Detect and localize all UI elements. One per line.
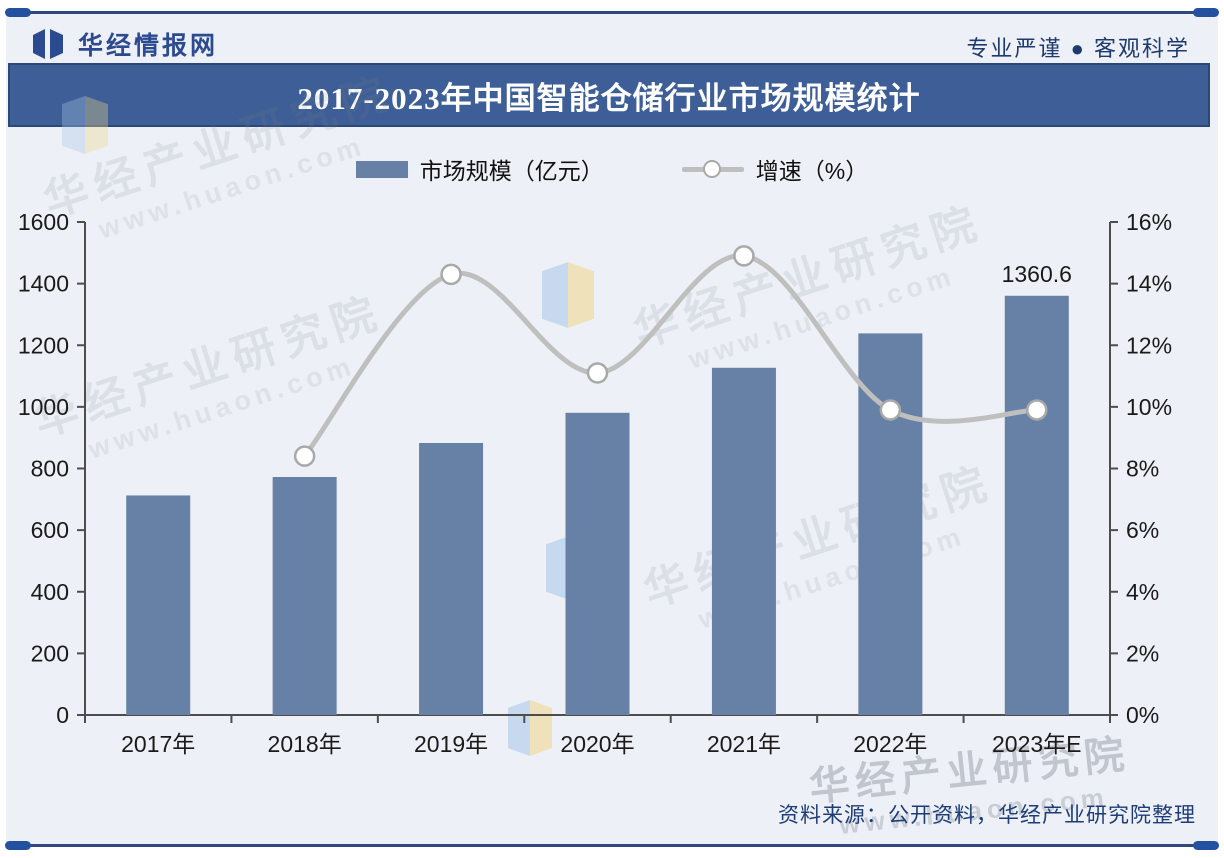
growth-line bbox=[302, 253, 1040, 459]
bar-2021年 bbox=[711, 367, 776, 715]
top-divider-left-cap bbox=[5, 8, 31, 17]
x-axis-category-label: 2020年 bbox=[560, 731, 634, 757]
bar-2023年E bbox=[1004, 295, 1069, 715]
growth-marker bbox=[1026, 399, 1048, 421]
x-axis-category-label: 2021年 bbox=[707, 731, 781, 757]
right-axis-tick-label: 16% bbox=[1126, 209, 1172, 235]
brand-name: 华经情报网 bbox=[78, 32, 219, 60]
left-axis-tick-label: 1400 bbox=[18, 271, 69, 297]
left-axis-tick-label: 1600 bbox=[18, 209, 69, 235]
growth-marker bbox=[879, 399, 902, 421]
source-note: 资料来源：公开资料，华经产业研究院整理 bbox=[778, 804, 1196, 827]
growth-marker bbox=[586, 362, 609, 384]
right-axis-tick-label: 14% bbox=[1126, 271, 1172, 297]
left-axis-tick-label: 0 bbox=[56, 702, 69, 728]
x-axis-category-label: 2017年 bbox=[121, 731, 195, 757]
left-axis-tick-label: 200 bbox=[31, 640, 69, 666]
top-divider bbox=[8, 11, 1216, 14]
bar-2020年 bbox=[565, 412, 630, 715]
x-axis-category-label: 2018年 bbox=[268, 731, 342, 757]
growth-marker bbox=[440, 263, 462, 286]
legend-item-market-size: 市场规模（亿元） bbox=[355, 152, 604, 186]
bar-series-label: 市场规模（亿元） bbox=[419, 158, 604, 184]
x-axis-category-label: 2023年E bbox=[992, 731, 1082, 757]
left-axis-tick-label: 800 bbox=[31, 456, 69, 482]
x-axis-category-label: 2022年 bbox=[853, 731, 927, 757]
page-title: 2017-2023年中国智能仓储行业市场规模统计 bbox=[297, 80, 921, 116]
combo-chart-canvas: 0 200 400 600 800 1000 1200 1400 1600 0% 2% 4% 6% 8% 1… bbox=[18, 209, 1172, 757]
x-axis-category-label: 2019年 bbox=[414, 731, 488, 757]
growth-marker bbox=[733, 245, 755, 267]
title-bar: 2017-2023年中国智能仓储行业市场规模统计 bbox=[8, 63, 1210, 127]
growth-marker bbox=[293, 445, 316, 467]
left-axis-tick-label: 1000 bbox=[18, 394, 69, 420]
bottom-divider-right-cap bbox=[1193, 841, 1219, 850]
legend-item-growth: 增速（%） bbox=[681, 152, 869, 186]
right-axis-tick-label: 0% bbox=[1126, 702, 1159, 728]
left-axis-tick-label: 600 bbox=[31, 517, 69, 543]
bottom-divider bbox=[8, 844, 1216, 847]
left-axis-tick-label: 400 bbox=[31, 579, 69, 605]
brand-header: 华经情报网 bbox=[30, 26, 218, 62]
bar-2022年 bbox=[858, 333, 923, 715]
right-axis-tick-label: 4% bbox=[1126, 579, 1159, 605]
bar-value-label: 1360.6 bbox=[1002, 261, 1072, 287]
left-axis-tick-label: 1200 bbox=[18, 332, 69, 358]
right-axis-tick-label: 8% bbox=[1126, 456, 1159, 482]
right-axis-tick-label: 2% bbox=[1126, 640, 1159, 666]
book-logo-icon bbox=[30, 26, 66, 62]
chart-legend: 市场规模（亿元） 增速（%） bbox=[0, 152, 1224, 186]
top-divider-right-cap bbox=[1193, 8, 1219, 17]
bar-2017年 bbox=[126, 495, 191, 715]
bar-2019年 bbox=[419, 442, 484, 715]
line-series-marker-icon bbox=[681, 159, 744, 179]
right-axis-tick-label: 12% bbox=[1126, 332, 1172, 358]
bar-2018年 bbox=[272, 477, 337, 715]
bar-series-swatch bbox=[355, 160, 408, 178]
brand-tagline: 专业严谨 ● 客观科学 bbox=[966, 36, 1190, 61]
line-series-label: 增速（%） bbox=[755, 158, 869, 184]
bottom-divider-left-cap bbox=[5, 841, 31, 850]
right-axis-tick-label: 10% bbox=[1126, 394, 1172, 420]
right-axis-tick-label: 6% bbox=[1126, 517, 1159, 543]
